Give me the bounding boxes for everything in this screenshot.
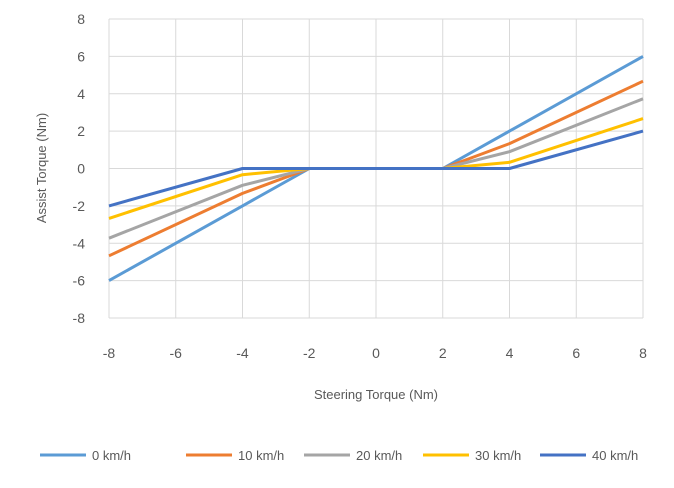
x-tick-label: 4 bbox=[506, 345, 514, 361]
y-tick-label: -4 bbox=[73, 235, 86, 251]
legend-label-0: 0 km/h bbox=[92, 448, 131, 463]
y-tick-label: 4 bbox=[77, 86, 85, 102]
legend-label-1: 10 km/h bbox=[238, 448, 284, 463]
y-tick-label: 6 bbox=[77, 48, 85, 64]
x-tick-label: 6 bbox=[572, 345, 580, 361]
legend-label-2: 20 km/h bbox=[356, 448, 402, 463]
y-tick-label: 8 bbox=[77, 11, 85, 27]
y-axis-title: Assist Torque (Nm) bbox=[34, 113, 49, 223]
y-tick-label: 2 bbox=[77, 123, 85, 139]
y-tick-label: -8 bbox=[73, 310, 86, 326]
legend-label-3: 30 km/h bbox=[475, 448, 521, 463]
series-line-4 bbox=[108, 129, 644, 208]
x-axis-ticks: -8 -6 -4 -2 0 2 4 6 8 bbox=[103, 345, 647, 361]
y-tick-label: 0 bbox=[77, 161, 85, 177]
legend: 0 km/h 10 km/h 20 km/h 30 km/h 40 km/h bbox=[40, 448, 638, 463]
x-tick-label: 2 bbox=[439, 345, 447, 361]
y-tick-label: -2 bbox=[73, 198, 86, 214]
x-axis-title: Steering Torque (Nm) bbox=[314, 387, 438, 402]
series-lines bbox=[108, 55, 644, 282]
x-tick-label: 0 bbox=[372, 345, 380, 361]
x-tick-label: -8 bbox=[103, 345, 116, 361]
legend-label-4: 40 km/h bbox=[592, 448, 638, 463]
x-tick-label: -2 bbox=[303, 345, 316, 361]
x-tick-label: 8 bbox=[639, 345, 647, 361]
x-tick-label: -4 bbox=[236, 345, 249, 361]
y-axis-ticks: 8 6 4 2 0 -2 -4 -6 -8 bbox=[73, 11, 86, 326]
x-tick-label: -6 bbox=[170, 345, 183, 361]
y-tick-label: -6 bbox=[73, 273, 86, 289]
